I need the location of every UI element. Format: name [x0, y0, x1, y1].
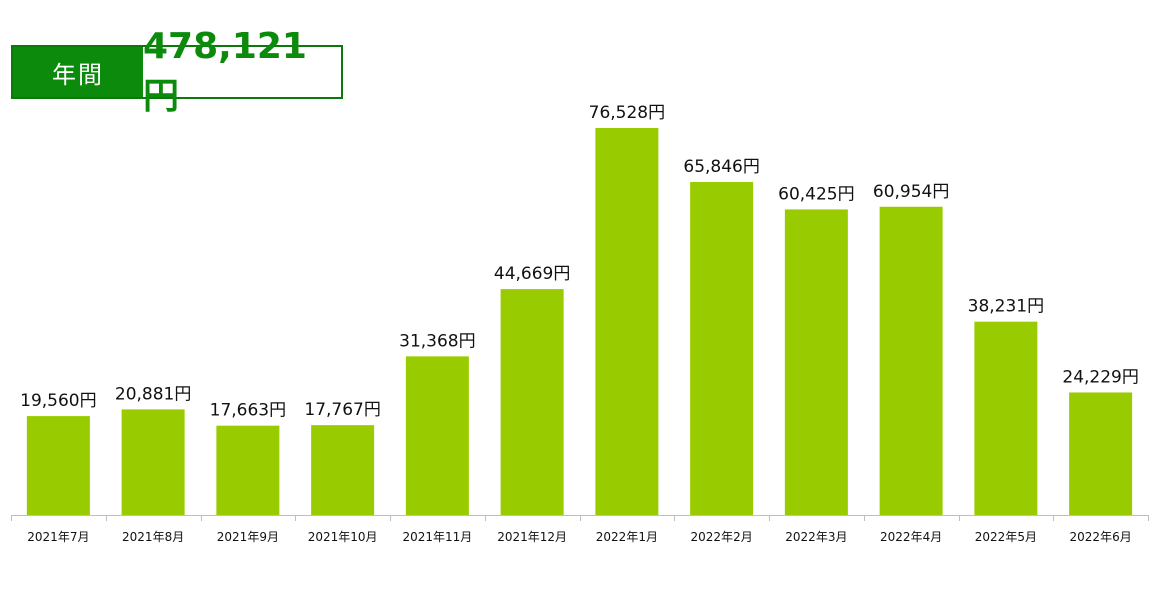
x-tick-label: 2021年9月 [217, 530, 279, 544]
x-tick-label: 2022年2月 [691, 530, 753, 544]
x-tick-label: 2022年1月 [596, 530, 658, 544]
data-label: 20,881円 [115, 384, 191, 404]
bar [121, 409, 185, 515]
bar [1069, 392, 1133, 515]
data-label: 76,528円 [589, 103, 665, 123]
bar [500, 289, 564, 515]
x-tick-label: 2021年11月 [402, 530, 472, 544]
bar [405, 356, 469, 515]
bar [26, 416, 90, 515]
bar [595, 128, 659, 515]
data-label: 65,846円 [683, 157, 759, 177]
bar [974, 321, 1038, 515]
bar [879, 206, 943, 515]
bar [311, 425, 375, 515]
data-label: 17,663円 [210, 401, 286, 421]
bar [690, 182, 754, 515]
data-label: 60,425円 [778, 184, 854, 204]
x-tick-label: 2022年4月 [880, 530, 942, 544]
annual-total-label: 年間 [13, 47, 143, 97]
data-label: 38,231円 [968, 297, 1044, 317]
x-tick-label: 2021年12月 [497, 530, 567, 544]
data-label: 19,560円 [20, 391, 96, 411]
x-tick-label: 2022年3月 [785, 530, 847, 544]
data-label: 60,954円 [873, 182, 949, 202]
bar [216, 425, 280, 515]
data-label: 31,368円 [399, 331, 475, 351]
bar [784, 209, 848, 515]
data-label: 24,229円 [1062, 367, 1138, 387]
x-tick-label: 2021年10月 [308, 530, 378, 544]
data-label: 17,767円 [304, 400, 380, 420]
x-tick-label: 2022年5月 [975, 530, 1037, 544]
x-tick-label: 2021年8月 [122, 530, 184, 544]
data-label: 44,669円 [494, 264, 570, 284]
x-tick-label: 2022年6月 [1070, 530, 1132, 544]
x-tick-label: 2021年7月 [27, 530, 89, 544]
